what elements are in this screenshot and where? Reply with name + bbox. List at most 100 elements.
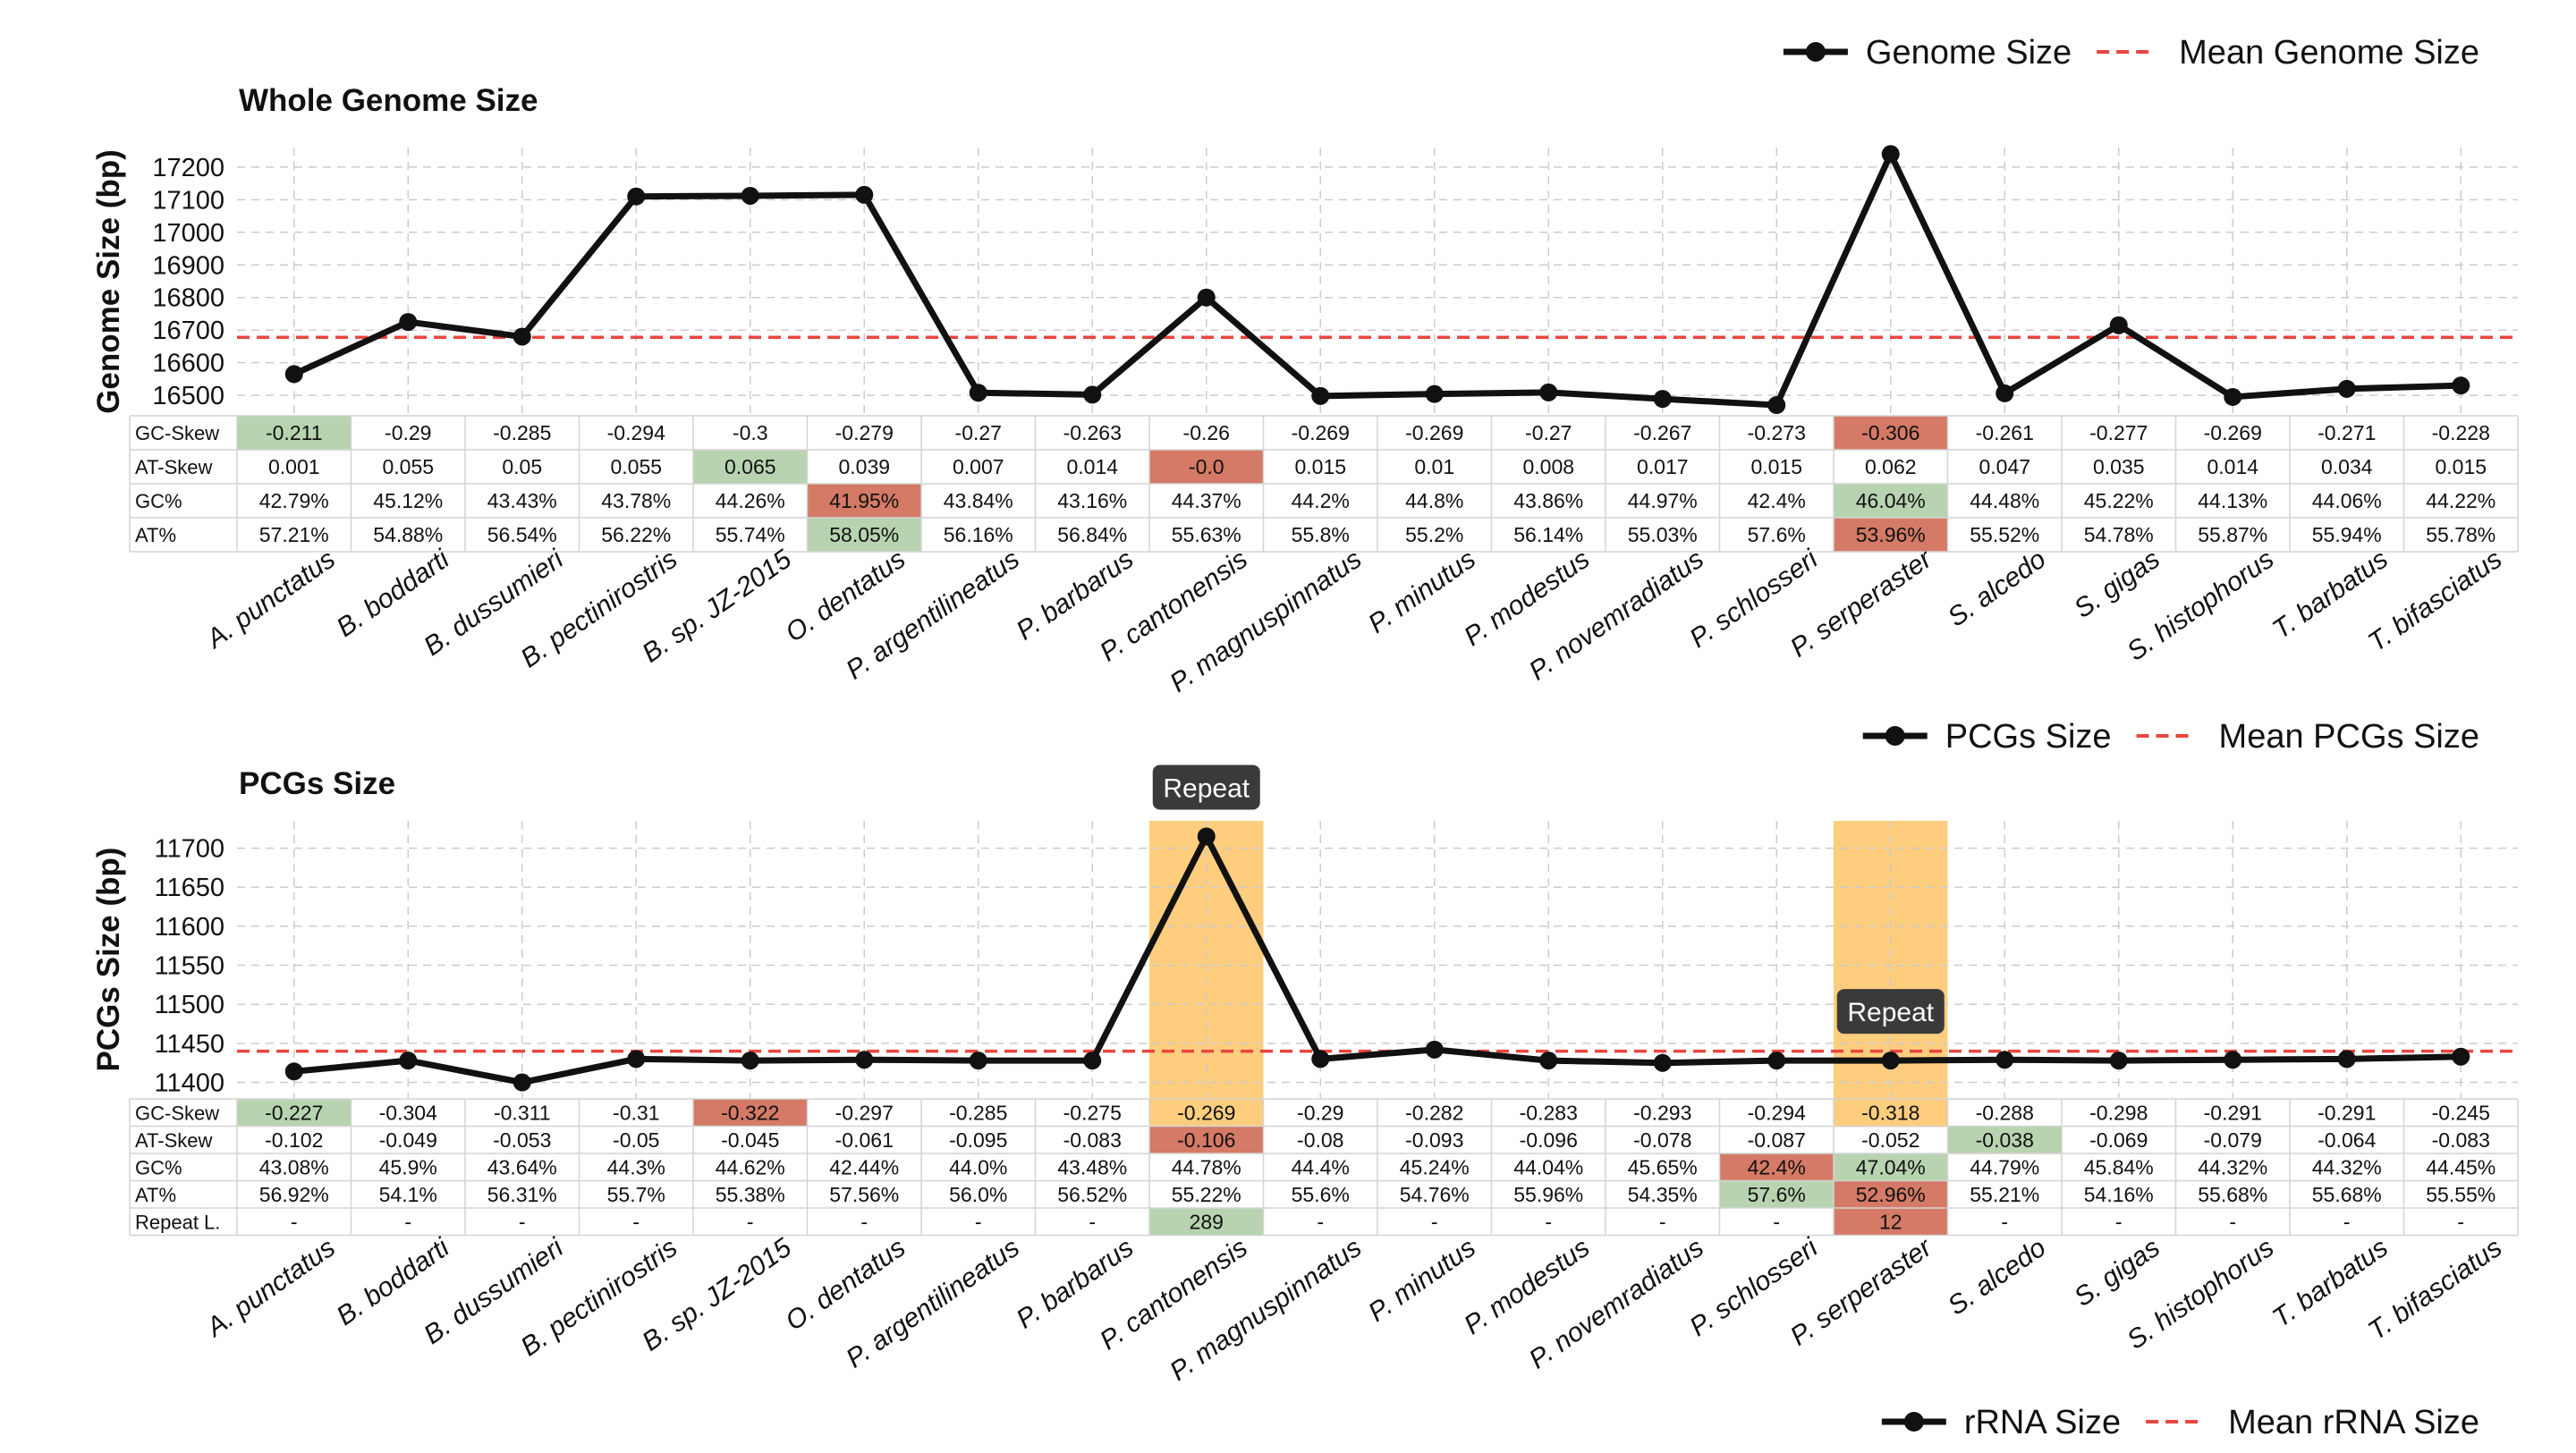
table-cell: 0.014 bbox=[2207, 455, 2258, 478]
data-point bbox=[1539, 383, 1558, 401]
data-point bbox=[399, 1052, 418, 1070]
table-cell: -0.29 bbox=[1297, 1101, 1343, 1124]
data-point bbox=[1425, 1040, 1444, 1059]
data-point bbox=[855, 1051, 874, 1069]
table-cell: 43.43% bbox=[487, 489, 557, 512]
table-row-label: AT-Skew bbox=[135, 456, 213, 478]
legend-series-label: Genome Size bbox=[1866, 34, 2072, 72]
table-cell: 56.84% bbox=[1057, 523, 1127, 546]
table-cell: -0.064 bbox=[2318, 1128, 2376, 1152]
table-cell: 55.78% bbox=[2426, 523, 2496, 546]
table-cell: 55.03% bbox=[1628, 523, 1698, 546]
table-cell: 55.68% bbox=[2312, 1183, 2382, 1206]
table-cell: - bbox=[2115, 1210, 2123, 1233]
table-cell: 56.22% bbox=[601, 523, 671, 546]
table-cell: 44.2% bbox=[1292, 489, 1350, 512]
table-cell: 44.45% bbox=[2426, 1155, 2496, 1178]
data-point bbox=[1539, 1052, 1558, 1070]
data-point bbox=[2337, 379, 2356, 398]
table-cell: 55.7% bbox=[607, 1183, 665, 1206]
series-line bbox=[293, 832, 2462, 1086]
data-point bbox=[284, 365, 303, 384]
table-cell: 44.32% bbox=[2312, 1155, 2382, 1178]
table-cell: 54.78% bbox=[2084, 523, 2154, 546]
table-cell-highlight bbox=[1834, 1208, 1948, 1236]
table-cell: - bbox=[2229, 1210, 2236, 1233]
data-point bbox=[513, 1073, 531, 1092]
data-point bbox=[284, 1062, 303, 1081]
table-cell: - bbox=[747, 1210, 754, 1233]
data-point bbox=[741, 186, 759, 205]
table-cell: -0.277 bbox=[2089, 421, 2148, 444]
table-cell: -0.29 bbox=[385, 421, 431, 444]
y-tick-label: 17100 bbox=[152, 186, 225, 215]
table-cell: -0.27 bbox=[1525, 421, 1572, 444]
table-cell: 0.034 bbox=[2321, 455, 2373, 478]
table-cell: -0.304 bbox=[379, 1101, 437, 1124]
table-row-label: GC% bbox=[135, 1156, 182, 1178]
table-cell-highlight bbox=[1947, 1126, 2062, 1153]
table-cell: 0.015 bbox=[1294, 455, 1346, 478]
data-point bbox=[1311, 386, 1330, 405]
table-cell: -0.078 bbox=[1633, 1128, 1691, 1152]
highlight-band bbox=[1834, 821, 1948, 1128]
table-cell: -0.052 bbox=[1861, 1128, 1919, 1152]
data-point bbox=[969, 1052, 987, 1070]
table-cell: 54.88% bbox=[373, 523, 443, 546]
data-point bbox=[1767, 1052, 1786, 1070]
table-cell: 55.2% bbox=[1405, 523, 1463, 546]
table-cell: -0.297 bbox=[835, 1101, 894, 1124]
table-cell: -0.275 bbox=[1063, 1101, 1122, 1124]
table-cell: -0.294 bbox=[1748, 1101, 1806, 1124]
table-cell: -0.045 bbox=[721, 1128, 779, 1152]
x-tick-label: S. alcedo bbox=[1943, 1233, 2051, 1322]
legend-mean-label: Mean Genome Size bbox=[2179, 34, 2479, 72]
table-cell: 45.22% bbox=[2084, 489, 2154, 512]
table-cell: - bbox=[2001, 1210, 2008, 1233]
table-cell: -0.093 bbox=[1405, 1128, 1463, 1152]
data-point bbox=[969, 384, 987, 402]
x-tick-label: S. gigas bbox=[2069, 1233, 2165, 1313]
legend-2: Mean rRNA Size rRNA Size bbox=[1881, 1404, 2479, 1441]
table-cell: -0.038 bbox=[1976, 1128, 2034, 1152]
table-cell: 44.3% bbox=[607, 1155, 665, 1178]
table-cell: 44.13% bbox=[2198, 489, 2267, 512]
highlight-band bbox=[1149, 821, 1264, 1128]
table-cell: 44.32% bbox=[2198, 1155, 2267, 1178]
table-cell: -0.08 bbox=[1297, 1128, 1343, 1152]
table-cell: -0.279 bbox=[835, 421, 894, 444]
table-cell: - bbox=[1431, 1210, 1438, 1233]
table-cell: 52.96% bbox=[1856, 1183, 1926, 1206]
data-point bbox=[2452, 376, 2470, 395]
table-cell: -0.096 bbox=[1520, 1128, 1578, 1152]
table-cell: -0.106 bbox=[1177, 1128, 1235, 1152]
table-cell: - bbox=[1545, 1210, 1552, 1233]
table-cell: 53.96% bbox=[1856, 523, 1926, 546]
table-cell: - bbox=[2343, 1210, 2351, 1233]
table-cell: -0.267 bbox=[1633, 421, 1691, 444]
x-tick-label: A. punctatus bbox=[200, 545, 341, 655]
table-cell: 0.008 bbox=[1522, 455, 1574, 478]
table-cell: -0.306 bbox=[1861, 421, 1919, 444]
data-point bbox=[1996, 1051, 2014, 1069]
stats-table: GC-Skew -0.227 -0.304 -0.311 -0.31 -0.322 -0.2… bbox=[129, 1098, 2519, 1237]
table-cell: - bbox=[860, 1210, 868, 1233]
table-cell: 44.26% bbox=[716, 489, 785, 512]
table-cell: - bbox=[519, 1210, 526, 1233]
table-cell: -0.271 bbox=[2318, 421, 2376, 444]
table-cell: - bbox=[291, 1210, 298, 1233]
table-cell: 56.31% bbox=[487, 1183, 557, 1206]
data-point bbox=[627, 1050, 646, 1069]
table-cell: 45.24% bbox=[1400, 1155, 1470, 1178]
table-cell: 55.55% bbox=[2426, 1183, 2496, 1206]
y-tick-label: 11500 bbox=[155, 991, 225, 1019]
table-cell-highlight bbox=[693, 1099, 808, 1127]
table-cell: -0.288 bbox=[1976, 1101, 2034, 1124]
table-cell: 55.68% bbox=[2198, 1183, 2267, 1206]
table-row-label: AT% bbox=[135, 524, 176, 546]
legend-mean-label: Mean PCGs Size bbox=[2219, 718, 2479, 756]
table-cell: -0.049 bbox=[379, 1128, 437, 1152]
data-point bbox=[1425, 384, 1444, 403]
table-cell: 47.04% bbox=[1856, 1155, 1926, 1178]
table-row-label: GC% bbox=[135, 490, 182, 512]
